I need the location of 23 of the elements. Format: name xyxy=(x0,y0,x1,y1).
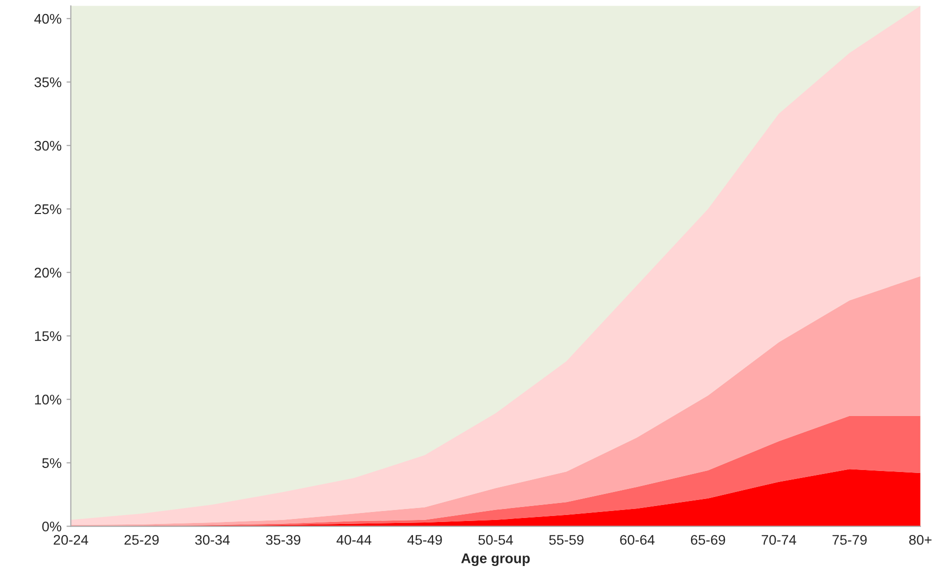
y-tick-label: 30% xyxy=(34,140,62,151)
x-tick-label: 40-44 xyxy=(336,534,372,545)
y-tick-label: 20% xyxy=(34,268,62,278)
x-tick-label: 55-59 xyxy=(549,534,584,545)
y-tick-label: 10% xyxy=(35,394,62,405)
x-tick-label: 75-79 xyxy=(832,534,867,545)
x-axis-title: Age group xyxy=(461,554,530,566)
x-tick-label: 65-69 xyxy=(690,534,726,545)
x-tick-label: 60-64 xyxy=(620,534,655,545)
x-tick-label: 30-34 xyxy=(195,534,230,545)
x-tick-label: 80+ xyxy=(909,534,932,545)
x-tick-label: 25-29 xyxy=(124,534,159,545)
x-tick-label: 45-49 xyxy=(407,534,442,545)
y-tick-label: 5% xyxy=(42,458,62,468)
x-tick-label: 35-39 xyxy=(266,534,300,545)
y-tick-label: 25% xyxy=(34,204,62,214)
y-tick-label: 0% xyxy=(42,522,62,532)
x-tick-label: 50-54 xyxy=(478,534,513,545)
x-tick-label: 70-74 xyxy=(762,534,796,545)
x-tick-label: 20-24 xyxy=(54,534,88,545)
y-tick-label: 35% xyxy=(34,77,62,88)
y-tick-label: 15% xyxy=(35,331,62,342)
y-tick-label: 40% xyxy=(34,14,62,24)
